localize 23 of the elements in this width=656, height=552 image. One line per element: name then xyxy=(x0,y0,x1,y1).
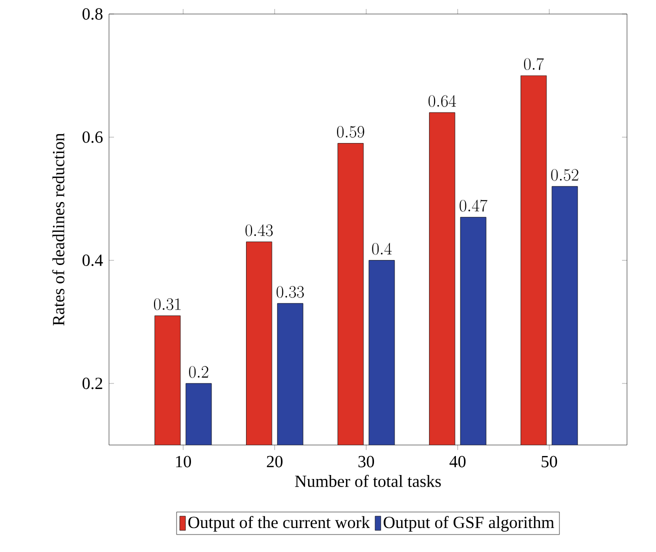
data-label: 0.52 xyxy=(551,169,578,181)
y-axis-title: Rates of deadlines reduction xyxy=(52,133,64,326)
x-tick-label: 40 xyxy=(450,456,466,468)
y-tick-label: 0.6 xyxy=(82,131,103,143)
legend-label: Output of the current work xyxy=(188,516,370,532)
y-tick-label: 0.2 xyxy=(82,378,102,390)
data-label: 0.2 xyxy=(189,366,208,378)
x-axis-title: Number of total tasks xyxy=(295,474,441,488)
data-label: 0.47 xyxy=(460,200,488,212)
data-label: 0.33 xyxy=(276,286,304,298)
data-label: 0.4 xyxy=(372,242,392,255)
data-label: 0.31 xyxy=(154,298,181,310)
data-label: 0.64 xyxy=(428,95,456,107)
x-tick-label: 10 xyxy=(176,456,191,468)
x-tick-label: 30 xyxy=(358,456,374,468)
data-label: 0.7 xyxy=(524,58,544,70)
x-tick-label: 50 xyxy=(542,456,558,468)
data-label: 0.59 xyxy=(337,126,364,138)
data-label: 0.43 xyxy=(246,224,273,236)
y-tick-label: 0.8 xyxy=(82,8,102,20)
y-tick-label: 0.4 xyxy=(82,254,103,266)
x-tick-label: 20 xyxy=(266,456,283,468)
legend-label: Output of GSF algorithm xyxy=(384,516,554,532)
